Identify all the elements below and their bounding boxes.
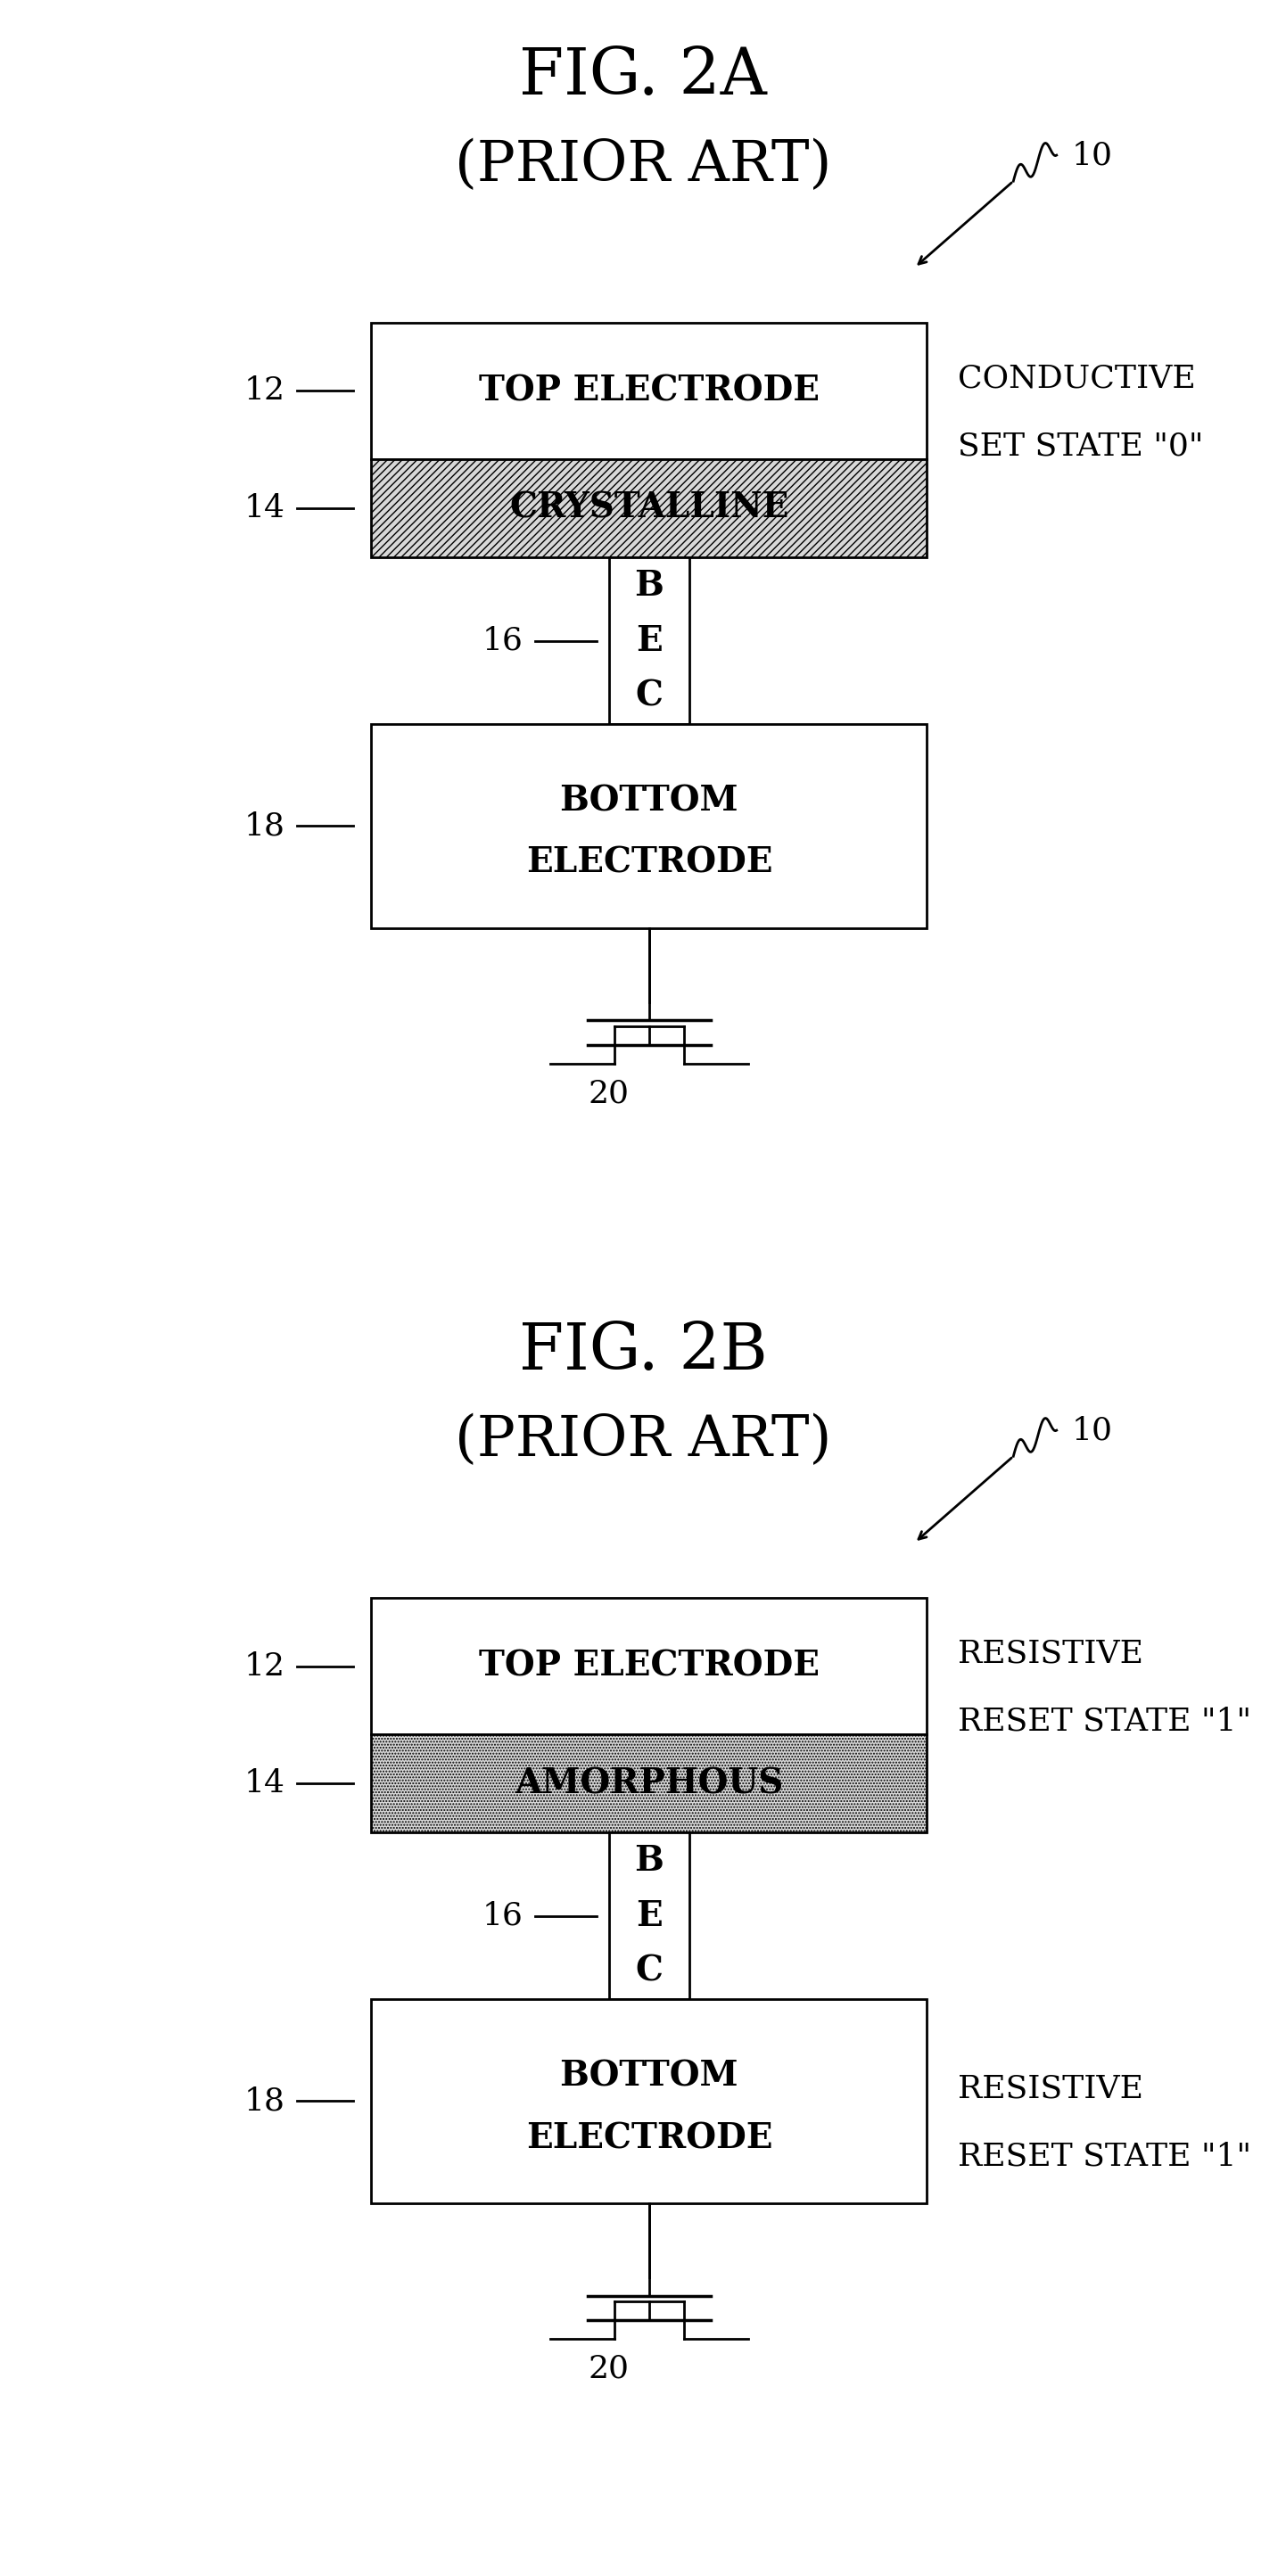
- Text: ELECTRODE: ELECTRODE: [526, 2120, 773, 2156]
- Text: 16: 16: [482, 626, 522, 657]
- Text: SET STATE "0": SET STATE "0": [958, 430, 1204, 461]
- Bar: [372, 724, 927, 927]
- Text: 14: 14: [244, 1767, 285, 1798]
- Text: (PRIOR ART): (PRIOR ART): [455, 1414, 831, 1468]
- Bar: [372, 322, 927, 459]
- Text: (PRIOR ART): (PRIOR ART): [455, 139, 831, 193]
- Bar: [372, 459, 927, 556]
- Text: 16: 16: [482, 1901, 522, 1932]
- Text: BOTTOM: BOTTOM: [559, 786, 738, 819]
- Text: CRYSTALLINE: CRYSTALLINE: [509, 492, 788, 526]
- Text: RESISTIVE: RESISTIVE: [958, 2074, 1143, 2105]
- Text: 12: 12: [244, 376, 285, 407]
- Text: 12: 12: [244, 1651, 285, 1682]
- Text: E: E: [635, 1899, 662, 1932]
- Text: E: E: [635, 623, 662, 657]
- Text: B: B: [634, 569, 664, 603]
- Text: CONDUCTIVE: CONDUCTIVE: [958, 363, 1196, 394]
- Text: 14: 14: [244, 492, 285, 523]
- Bar: [372, 1999, 927, 2202]
- Text: 10: 10: [1071, 139, 1112, 170]
- Bar: [610, 556, 689, 724]
- Text: 20: 20: [588, 2354, 629, 2383]
- Text: TOP ELECTRODE: TOP ELECTRODE: [478, 374, 819, 407]
- Text: RESISTIVE: RESISTIVE: [958, 1638, 1143, 1669]
- Text: 18: 18: [244, 2087, 285, 2117]
- Text: RESET STATE "1": RESET STATE "1": [958, 1705, 1251, 1736]
- Text: ELECTRODE: ELECTRODE: [526, 845, 773, 881]
- Text: C: C: [635, 1953, 664, 1989]
- Text: TOP ELECTRODE: TOP ELECTRODE: [478, 1649, 819, 1682]
- Text: B: B: [634, 1844, 664, 1878]
- Text: FIG. 2A: FIG. 2A: [520, 46, 766, 108]
- Text: 18: 18: [244, 811, 285, 842]
- Bar: [610, 1832, 689, 1999]
- Text: FIG. 2B: FIG. 2B: [518, 1321, 768, 1383]
- Text: RESET STATE "1": RESET STATE "1": [958, 2141, 1251, 2172]
- Text: C: C: [635, 677, 664, 714]
- Bar: [372, 1597, 927, 1734]
- Text: AMORPHOUS: AMORPHOUS: [514, 1767, 783, 1801]
- Text: BOTTOM: BOTTOM: [559, 2061, 738, 2094]
- Bar: [372, 1734, 927, 1832]
- Text: 10: 10: [1071, 1414, 1112, 1445]
- Text: 20: 20: [588, 1079, 629, 1108]
